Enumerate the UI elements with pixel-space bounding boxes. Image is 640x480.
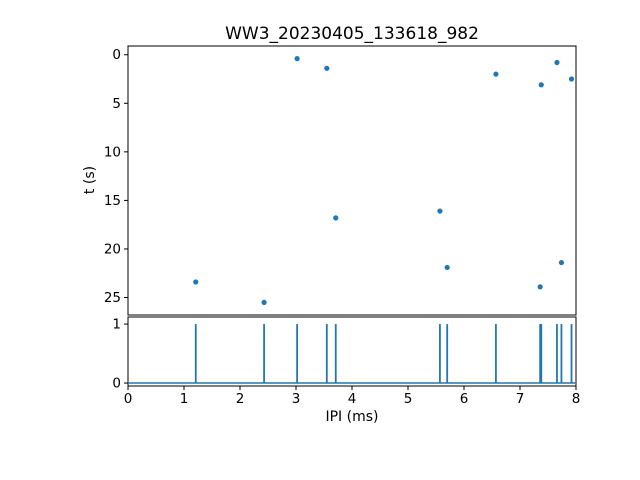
- top-plot-frame: [127, 45, 577, 316]
- y-tick-label: 1: [112, 317, 121, 333]
- x-tick-label: 5: [404, 391, 413, 407]
- scatter-point: [538, 82, 544, 88]
- scatter-point: [554, 59, 560, 66]
- x-tick-label: 8: [572, 391, 581, 407]
- x-tick-label: 3: [292, 391, 301, 407]
- scatter-point: [444, 264, 450, 271]
- x-tick-label: 6: [460, 391, 469, 407]
- scatter-point: [558, 259, 565, 266]
- scatter-point: [437, 208, 443, 214]
- scatter-point: [193, 279, 199, 285]
- chart-title: WW3_20230405_133618_982: [225, 24, 479, 44]
- x-tick-label: 0: [124, 391, 133, 407]
- y-tick-label: 0: [112, 47, 121, 63]
- x-tick-label: 4: [348, 391, 357, 407]
- x-tick-label: 1: [180, 391, 189, 407]
- y-tick-label: 20: [104, 241, 121, 257]
- scatter-point: [261, 299, 267, 305]
- y-tick-label: 15: [104, 193, 121, 209]
- scatter-point: [294, 56, 300, 62]
- scatter-point: [324, 65, 330, 71]
- y-tick-label: 5: [112, 96, 121, 112]
- x-axis-label: IPI (ms): [325, 409, 379, 425]
- y-tick-label: 10: [104, 144, 121, 160]
- scatter-point: [333, 215, 339, 221]
- scatter-point: [568, 76, 575, 82]
- y-tick-label: 0: [112, 376, 121, 392]
- y-tick-label: 25: [104, 290, 121, 306]
- x-tick-label: 2: [236, 391, 245, 407]
- scatter-point: [537, 284, 543, 290]
- scatter-point: [493, 71, 499, 77]
- x-tick-label: 7: [516, 391, 525, 407]
